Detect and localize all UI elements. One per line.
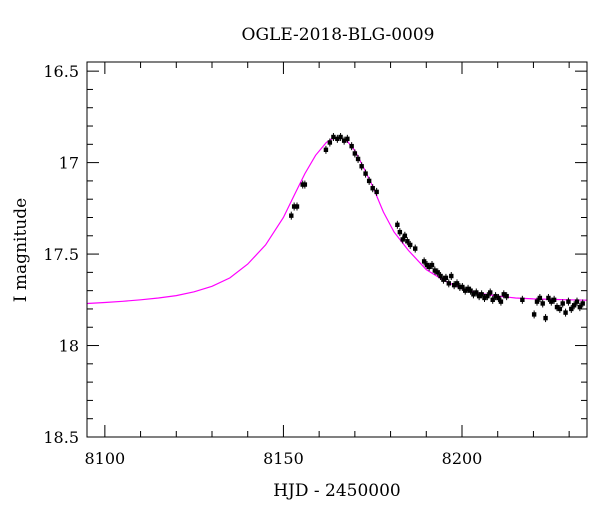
y-tick-label: 17.5 xyxy=(43,245,79,264)
data-point xyxy=(405,239,410,244)
data-point xyxy=(454,281,460,286)
data-point xyxy=(488,290,493,295)
data-point xyxy=(397,229,403,235)
data-point xyxy=(289,213,294,218)
axis-ticks xyxy=(87,62,587,438)
data-point xyxy=(421,259,427,264)
data-point xyxy=(479,292,484,297)
data-point xyxy=(359,164,364,169)
data-point xyxy=(349,143,354,149)
data-point xyxy=(571,303,577,308)
data-point xyxy=(551,297,557,303)
data-point xyxy=(402,233,408,238)
data-point xyxy=(400,237,405,242)
plot-frame xyxy=(86,61,588,438)
data-point xyxy=(446,281,451,286)
y-tick-label: 17 xyxy=(59,154,79,173)
data-point xyxy=(443,275,449,281)
data-point xyxy=(577,304,583,310)
data-point xyxy=(546,295,551,301)
data-point xyxy=(498,299,504,304)
data-point xyxy=(580,301,585,306)
data-point xyxy=(413,246,418,251)
data-point xyxy=(471,292,476,297)
data-point xyxy=(291,204,297,209)
data-point xyxy=(504,293,509,299)
data-point xyxy=(327,140,333,145)
data-point xyxy=(363,171,368,176)
data-point xyxy=(520,297,525,303)
data-point xyxy=(338,134,343,140)
x-tick-label: 8200 xyxy=(442,449,483,468)
data-point xyxy=(468,288,473,293)
data-point xyxy=(569,306,574,312)
data-point xyxy=(438,273,443,279)
data-point xyxy=(557,306,563,312)
plot-area xyxy=(87,133,587,323)
data-point xyxy=(490,297,495,303)
data-point xyxy=(474,290,479,295)
data-point xyxy=(451,282,457,288)
data-point xyxy=(435,270,440,275)
data-point xyxy=(352,151,358,156)
x-tick-label: 8100 xyxy=(84,449,125,468)
data-point xyxy=(465,286,471,292)
data-point xyxy=(323,147,329,153)
data-point xyxy=(560,301,565,306)
y-tick-label: 18 xyxy=(59,337,79,356)
chart-title: OGLE-2018-BLG-0009 xyxy=(242,25,435,45)
data-point xyxy=(476,293,482,299)
data-point xyxy=(429,262,435,268)
data-point xyxy=(543,315,548,321)
y-tick-label: 18.5 xyxy=(43,428,79,447)
data-point xyxy=(574,299,580,304)
y-axis-label: I magnitude xyxy=(11,198,31,302)
data-point xyxy=(460,284,465,290)
data-point xyxy=(501,292,506,297)
data-point xyxy=(449,273,454,279)
data-point xyxy=(426,264,432,270)
data-point xyxy=(563,310,568,315)
data-point xyxy=(294,204,300,209)
data-point xyxy=(331,134,336,140)
data-point xyxy=(554,304,560,310)
axis-tick-labels: 8100 8150 8200 16.5 17 17.5 18 18.5 xyxy=(43,62,482,468)
x-tick-label: 8150 xyxy=(263,449,304,468)
x-axis-label: HJD - 2450000 xyxy=(273,481,401,501)
data-point xyxy=(335,136,340,142)
model-curve xyxy=(87,137,587,305)
data-point xyxy=(482,295,487,301)
data-point xyxy=(370,186,375,191)
data-point xyxy=(302,182,308,187)
data-point xyxy=(531,312,537,317)
data-point xyxy=(540,301,545,306)
data-point xyxy=(366,178,372,184)
data-point xyxy=(463,288,468,293)
data-point xyxy=(566,299,571,304)
data-point xyxy=(345,136,350,142)
data-point xyxy=(485,293,490,299)
data-point xyxy=(493,293,498,299)
data-point xyxy=(534,299,540,304)
data-point xyxy=(441,277,446,282)
y-tick-label: 16.5 xyxy=(43,62,79,81)
data-point xyxy=(355,156,361,162)
data-point xyxy=(537,295,543,301)
data-point xyxy=(341,138,347,143)
data-point xyxy=(457,284,463,290)
data-point xyxy=(496,295,501,301)
data-point xyxy=(432,268,438,273)
data-point xyxy=(395,222,400,228)
data-point xyxy=(408,242,413,248)
data-point xyxy=(374,189,379,195)
data-point xyxy=(549,299,554,304)
